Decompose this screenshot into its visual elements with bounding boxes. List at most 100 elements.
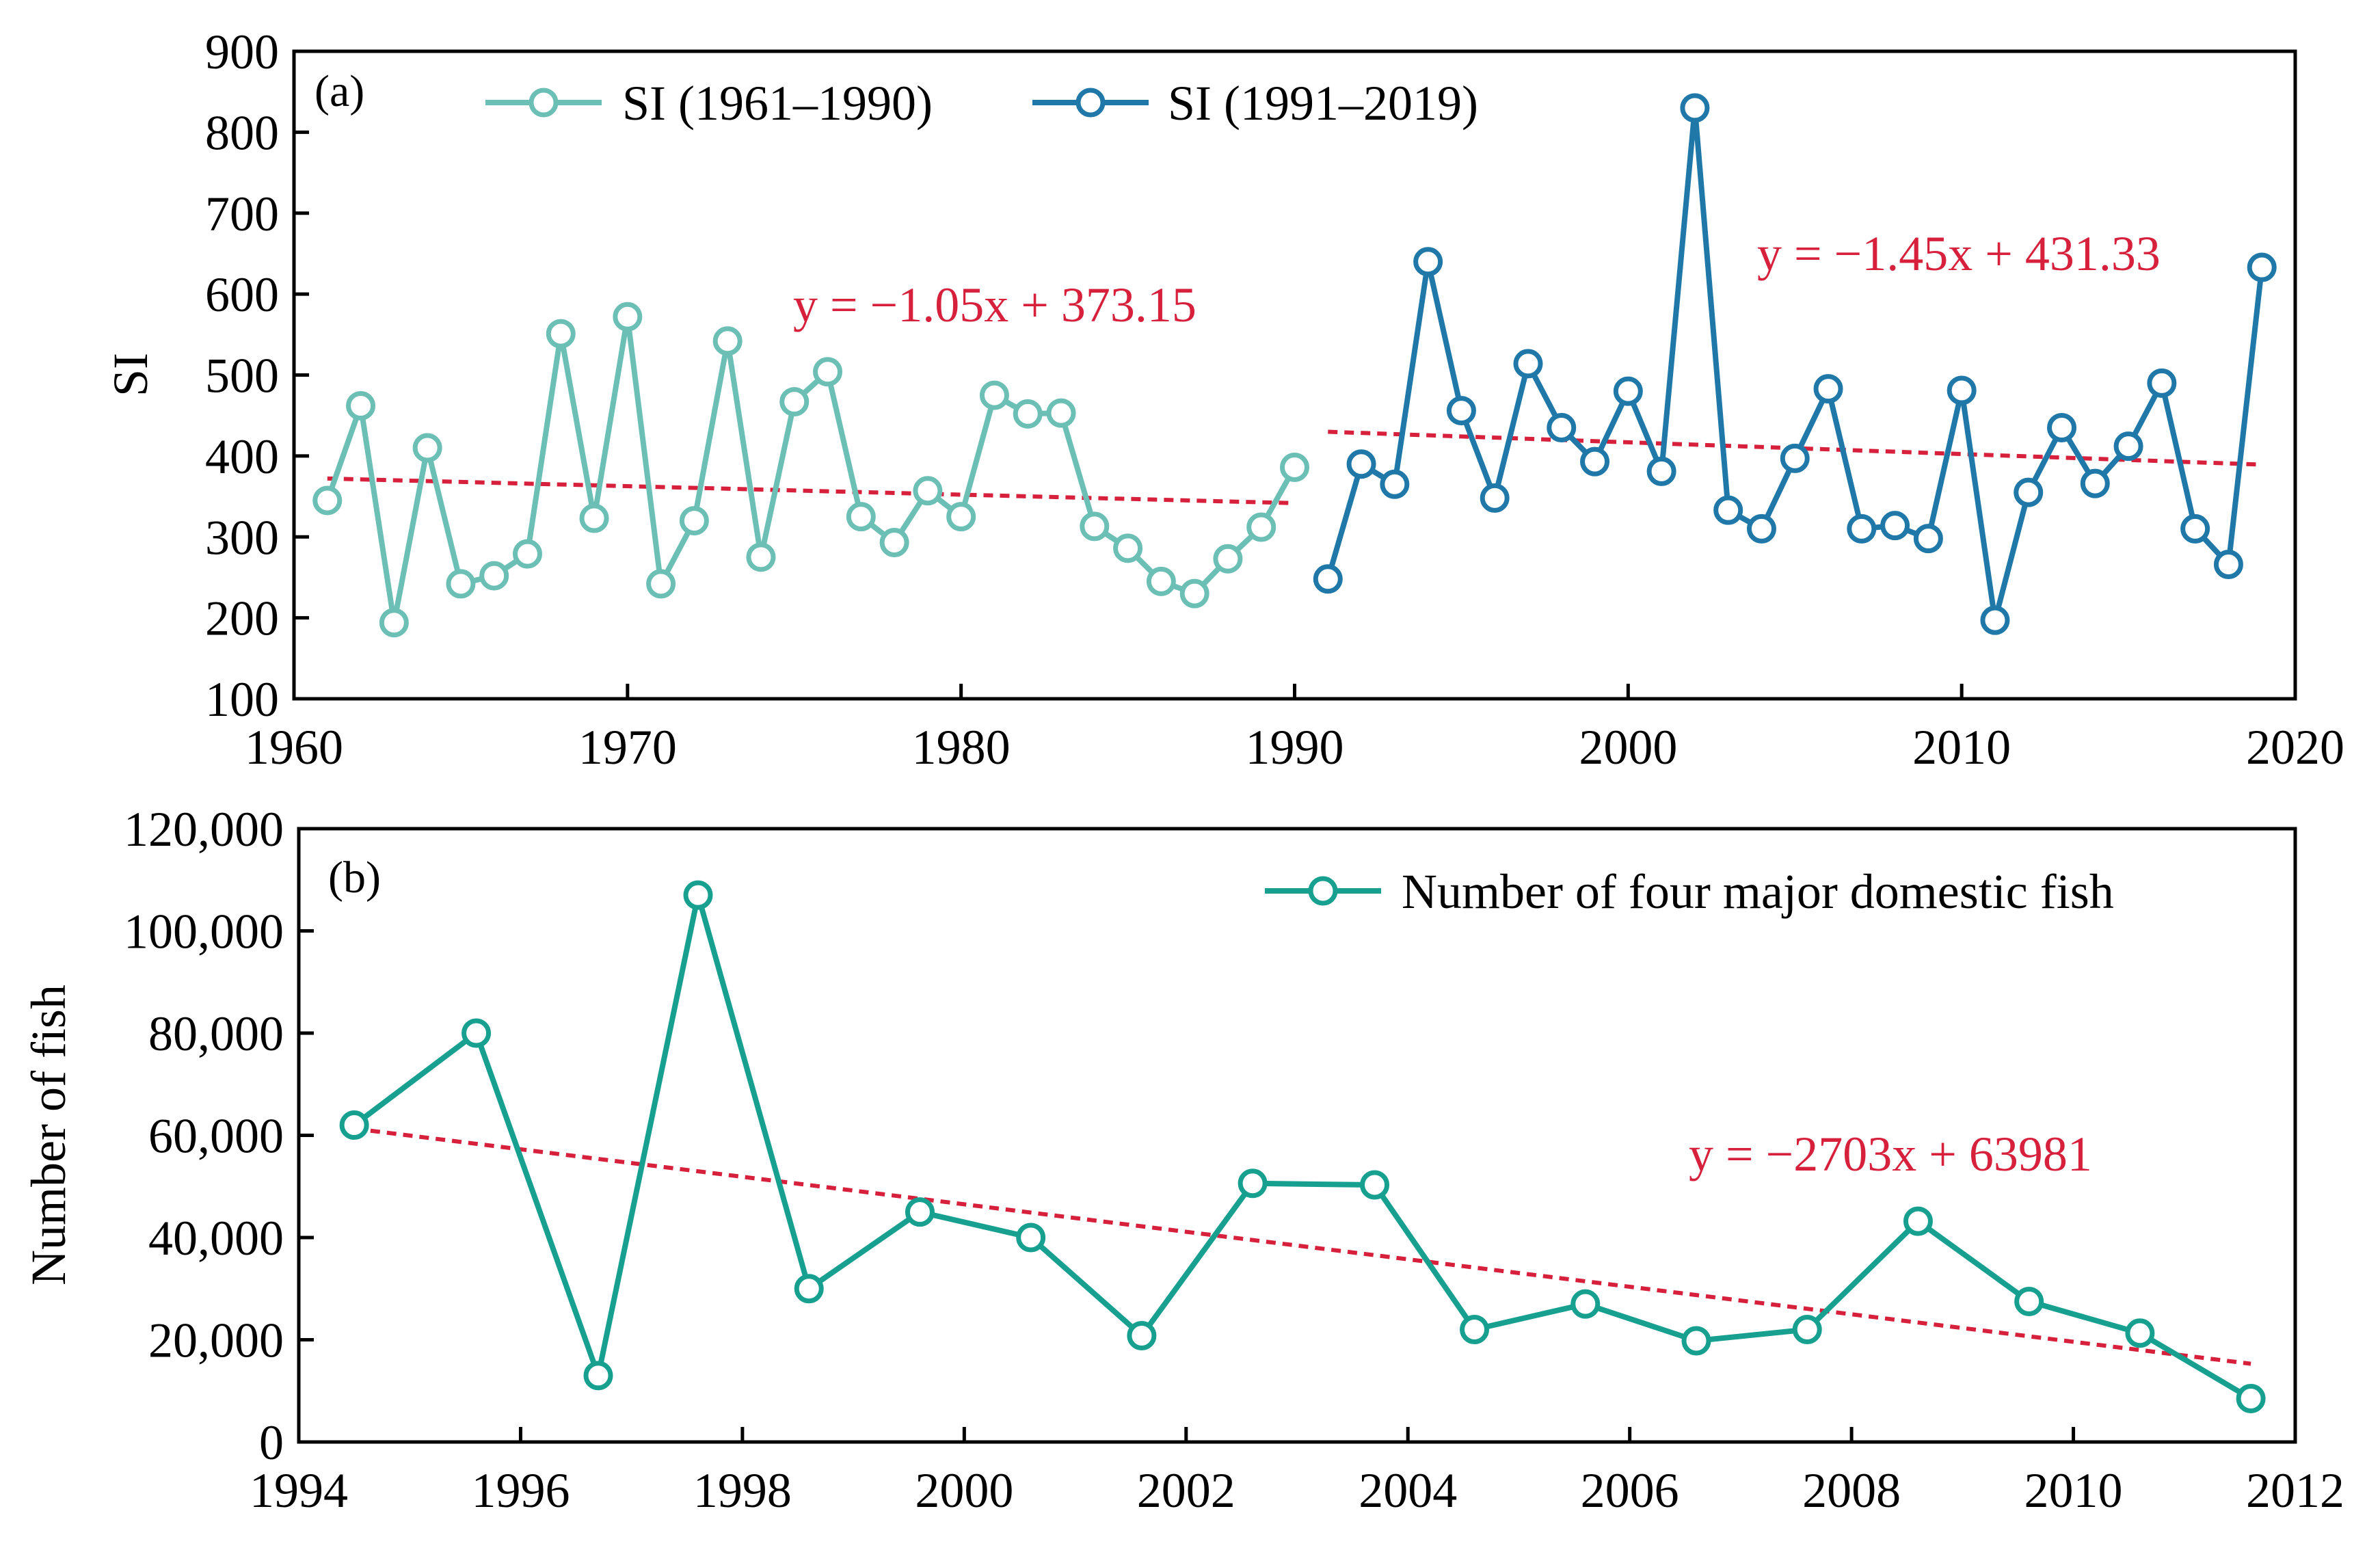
- legend-marker-series-1: [529, 88, 559, 118]
- data-point: [1013, 399, 1043, 429]
- y-tick-label: 100,000: [124, 905, 284, 959]
- data-point: [583, 1361, 613, 1391]
- x-tick-label: 1994: [250, 1463, 348, 1518]
- y-tick-label: 200: [205, 591, 279, 646]
- legend-marker-series-3: [1308, 876, 1338, 906]
- data-point: [2236, 1383, 2266, 1413]
- data-point: [379, 608, 409, 638]
- x-tick-label: 2006: [1581, 1463, 1679, 1518]
- x-tick-label: 2008: [1802, 1463, 1901, 1518]
- trendline: [327, 476, 1295, 505]
- legend-label-series-3: Number of four major domestic fish: [1402, 864, 2114, 919]
- x-tick-label: 2004: [1359, 1463, 1457, 1518]
- data-point: [2080, 468, 2110, 498]
- trend-equation-b: y = −2703x + 63981: [1689, 1127, 2092, 1181]
- data-point: [1446, 396, 1476, 426]
- data-point: [1380, 469, 1410, 499]
- data-point: [546, 319, 576, 349]
- data-point: [1238, 1168, 1268, 1199]
- data-point: [512, 539, 542, 569]
- data-point: [579, 503, 609, 533]
- data-point: [1980, 605, 2010, 635]
- trend-equation-a1: y = −1.05x + 373.15: [793, 278, 1196, 332]
- data-point: [1213, 544, 1243, 574]
- data-point: [1179, 578, 1209, 609]
- data-point: [1580, 446, 1610, 477]
- y-tick-label: 0: [259, 1415, 284, 1470]
- x-tick-label: 1990: [1246, 720, 1344, 775]
- trend-equation-a2: y = −1.45x + 431.33: [1757, 226, 2161, 281]
- data-point: [1480, 483, 1510, 513]
- data-point: [1016, 1223, 1046, 1253]
- x-tick-label: 2020: [2246, 720, 2344, 775]
- data-point: [2113, 431, 2143, 462]
- data-point: [312, 485, 343, 516]
- data-point: [1080, 511, 1110, 542]
- data-point: [2014, 1286, 2044, 1316]
- data-point: [339, 1110, 369, 1140]
- y-tick-label: 80,000: [148, 1006, 284, 1061]
- data-point: [1792, 1315, 1822, 1345]
- x-tick-label: 2012: [2246, 1463, 2344, 1518]
- data-point: [1513, 349, 1543, 379]
- data-point: [1113, 533, 1143, 563]
- data-point: [1570, 1289, 1601, 1319]
- data-point: [2014, 477, 2044, 507]
- data-point: [683, 880, 713, 910]
- panel-label-a: (a): [315, 66, 364, 116]
- y-tick-label: 60,000: [148, 1109, 284, 1164]
- data-point: [1847, 513, 1877, 544]
- data-point: [1947, 375, 1977, 405]
- data-point: [905, 1197, 935, 1227]
- y-tick-label: 800: [205, 105, 279, 160]
- data-point: [2147, 368, 2177, 398]
- data-point: [1346, 449, 1376, 479]
- x-tick-label: 2010: [1912, 720, 2011, 775]
- data-point: [846, 502, 876, 532]
- x-tick-label: 2002: [1137, 1463, 1235, 1518]
- data-point: [2125, 1318, 2155, 1348]
- data-point: [1360, 1170, 1390, 1200]
- data-point: [1880, 511, 1910, 541]
- y-tick-label: 900: [205, 25, 279, 79]
- x-tick-label: 2010: [2024, 1463, 2123, 1518]
- x-tick-label: 2000: [1579, 720, 1677, 775]
- data-point: [2213, 549, 2243, 579]
- x-tick-label: 1970: [578, 720, 677, 775]
- data-point: [1413, 247, 1443, 277]
- data-point: [979, 380, 1009, 410]
- y-tick-label: 20,000: [148, 1313, 284, 1368]
- data-point: [1246, 512, 1276, 542]
- panel-label-b: (b): [328, 853, 381, 903]
- y-tick-label: 500: [205, 349, 279, 403]
- data-point: [779, 387, 810, 417]
- x-tick-label: 1998: [693, 1463, 792, 1518]
- y-tick-label: 300: [205, 510, 279, 565]
- data-point: [1547, 412, 1577, 442]
- y-tick-label: 400: [205, 429, 279, 484]
- trendline: [353, 1126, 2251, 1366]
- y-tick-label: 120,000: [124, 802, 284, 857]
- data-point: [913, 476, 943, 506]
- data-point: [613, 302, 643, 332]
- y-tick-label: 600: [205, 267, 279, 322]
- data-point: [1746, 513, 1776, 544]
- panel-b: 1994 1996 1998 2000 2002 2004 2006 2008 2010 2012…: [21, 802, 2344, 1518]
- data-point: [946, 502, 976, 532]
- data-point: [679, 506, 709, 536]
- x-tick-label: 1960: [245, 720, 343, 775]
- x-tick-label: 2000: [915, 1463, 1013, 1518]
- legend-b: Number of four major domestic fish: [1265, 864, 2114, 919]
- data-point: [712, 326, 743, 356]
- legend-label-series-1: SI (1961–1990): [622, 76, 933, 131]
- data-point: [2180, 513, 2210, 544]
- data-point: [1460, 1315, 1490, 1345]
- data-point: [1646, 456, 1676, 486]
- x-tick-label: 1996: [471, 1463, 570, 1518]
- legend-label-series-2: SI (1991–2019): [1168, 76, 1478, 131]
- data-point: [1146, 566, 1176, 596]
- y-axis-label-b: Number of fish: [21, 985, 76, 1285]
- data-point: [1813, 374, 1843, 404]
- data-point: [2047, 412, 2077, 442]
- data-point: [1713, 495, 1743, 525]
